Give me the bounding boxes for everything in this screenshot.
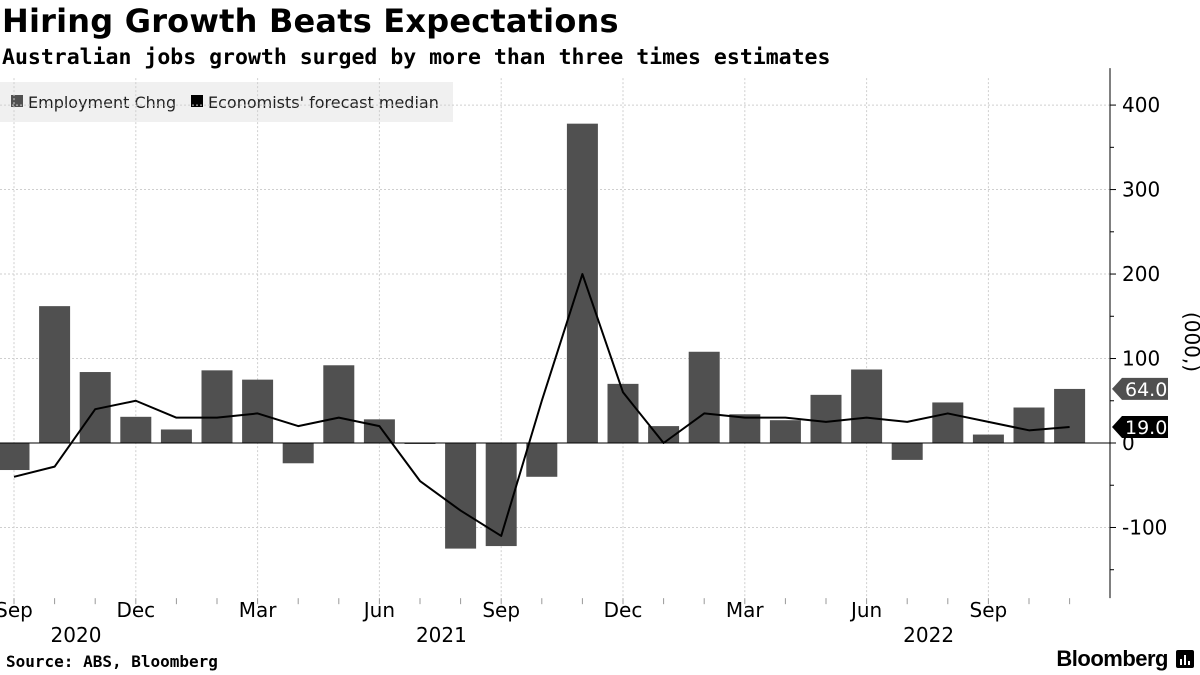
legend-bar-label: Employment Chng: [28, 93, 176, 112]
bloomberg-logo: Bloomberg: [1056, 646, 1168, 671]
legend-line-swatch: [191, 95, 203, 107]
bar-feb-2022: [688, 351, 720, 443]
line-series: [13, 273, 1070, 537]
bar-sep-2021: [485, 443, 517, 547]
bar-jan-2021: [160, 429, 192, 443]
x-tick-label: Jun: [362, 598, 395, 622]
bar-aug-2021: [445, 443, 477, 549]
bar-oct-2021: [526, 443, 558, 477]
bar-may-2022: [810, 394, 842, 443]
bar-mar-2021: [242, 379, 274, 443]
legend-line-label: Economists' forecast median: [208, 93, 439, 112]
x-year-label: 2021: [416, 623, 467, 647]
x-tick-label: Jun: [849, 598, 882, 622]
bar-jun-2022: [851, 369, 883, 443]
gridlines: [0, 78, 1110, 599]
y-tick-label: 100: [1122, 347, 1160, 371]
legend-box: [0, 82, 453, 122]
chart-subtitle: Australian jobs growth surged by more th…: [2, 45, 831, 70]
bar-sep-2020: [0, 443, 30, 471]
line-end-label-box: [1112, 415, 1168, 438]
bar-end-label: 64.0: [1112, 377, 1168, 401]
bar-end-label-box: [1112, 377, 1168, 400]
line-end-label-text: 19.0: [1125, 417, 1167, 439]
x-year-label: 2020: [51, 623, 102, 647]
y-tick-label: 300: [1122, 178, 1160, 202]
x-tick-label: Sep: [0, 598, 33, 622]
bar-series: [0, 123, 1086, 549]
bar-nov-2021: [566, 123, 598, 444]
line-end-label: 19.0: [1112, 415, 1168, 439]
bar-oct-2020: [39, 306, 71, 443]
y-tick-label: 400: [1122, 93, 1160, 117]
y-tick-label: -100: [1122, 515, 1167, 539]
bloomberg-mark-icon: [1176, 650, 1194, 668]
bar-jul-2022: [891, 443, 923, 460]
y-axis-unit-label: (000,): [1180, 312, 1200, 372]
bar-nov-2022: [1054, 388, 1086, 443]
source-note: Source: ABS, Bloomberg: [6, 652, 218, 671]
bar-mar-2022: [729, 414, 761, 443]
bar-end-label-text: 64.0: [1125, 379, 1167, 401]
bar-jan-2022: [648, 426, 680, 443]
bar-feb-2021: [201, 370, 233, 443]
x-year-label: 2022: [903, 623, 954, 647]
y-tick-label: 200: [1122, 262, 1160, 286]
bar-apr-2022: [769, 420, 801, 443]
bar-aug-2022: [932, 402, 964, 443]
forecast-median-line: [13, 273, 1070, 537]
bar-oct-2022: [1013, 407, 1045, 443]
bar-apr-2021: [282, 443, 314, 464]
bar-sep-2022: [972, 434, 1004, 443]
bar-dec-2020: [120, 416, 152, 443]
bar-may-2021: [323, 365, 355, 443]
chart-title: Hiring Growth Beats Expectations: [2, 2, 619, 40]
